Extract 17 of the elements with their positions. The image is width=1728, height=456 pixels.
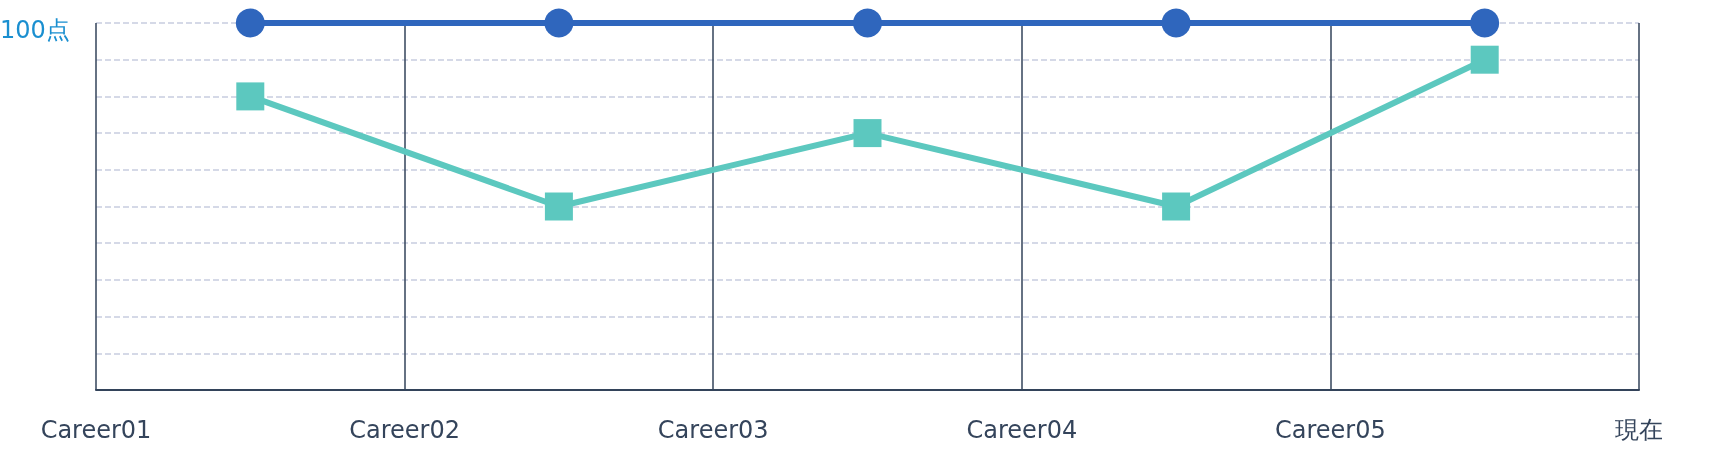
- text: 100点: [0, 16, 70, 44]
- point: [544, 192, 573, 221]
- x-tick-label: Career02: [349, 416, 460, 444]
- point: [544, 8, 574, 38]
- x-tick-label: Career04: [966, 416, 1078, 444]
- x-tick-label: Career05: [1275, 416, 1386, 444]
- point: [1161, 8, 1191, 38]
- x-tick-label: 現在: [1615, 416, 1663, 444]
- point: [853, 8, 882, 38]
- point: [1470, 45, 1499, 74]
- x-tick-label: Career03: [657, 416, 769, 444]
- point: [235, 8, 265, 38]
- point: [236, 82, 265, 111]
- x-tick-label: Career01: [40, 416, 152, 444]
- point: [1470, 8, 1500, 38]
- point: [853, 119, 882, 148]
- point: [1162, 192, 1191, 221]
